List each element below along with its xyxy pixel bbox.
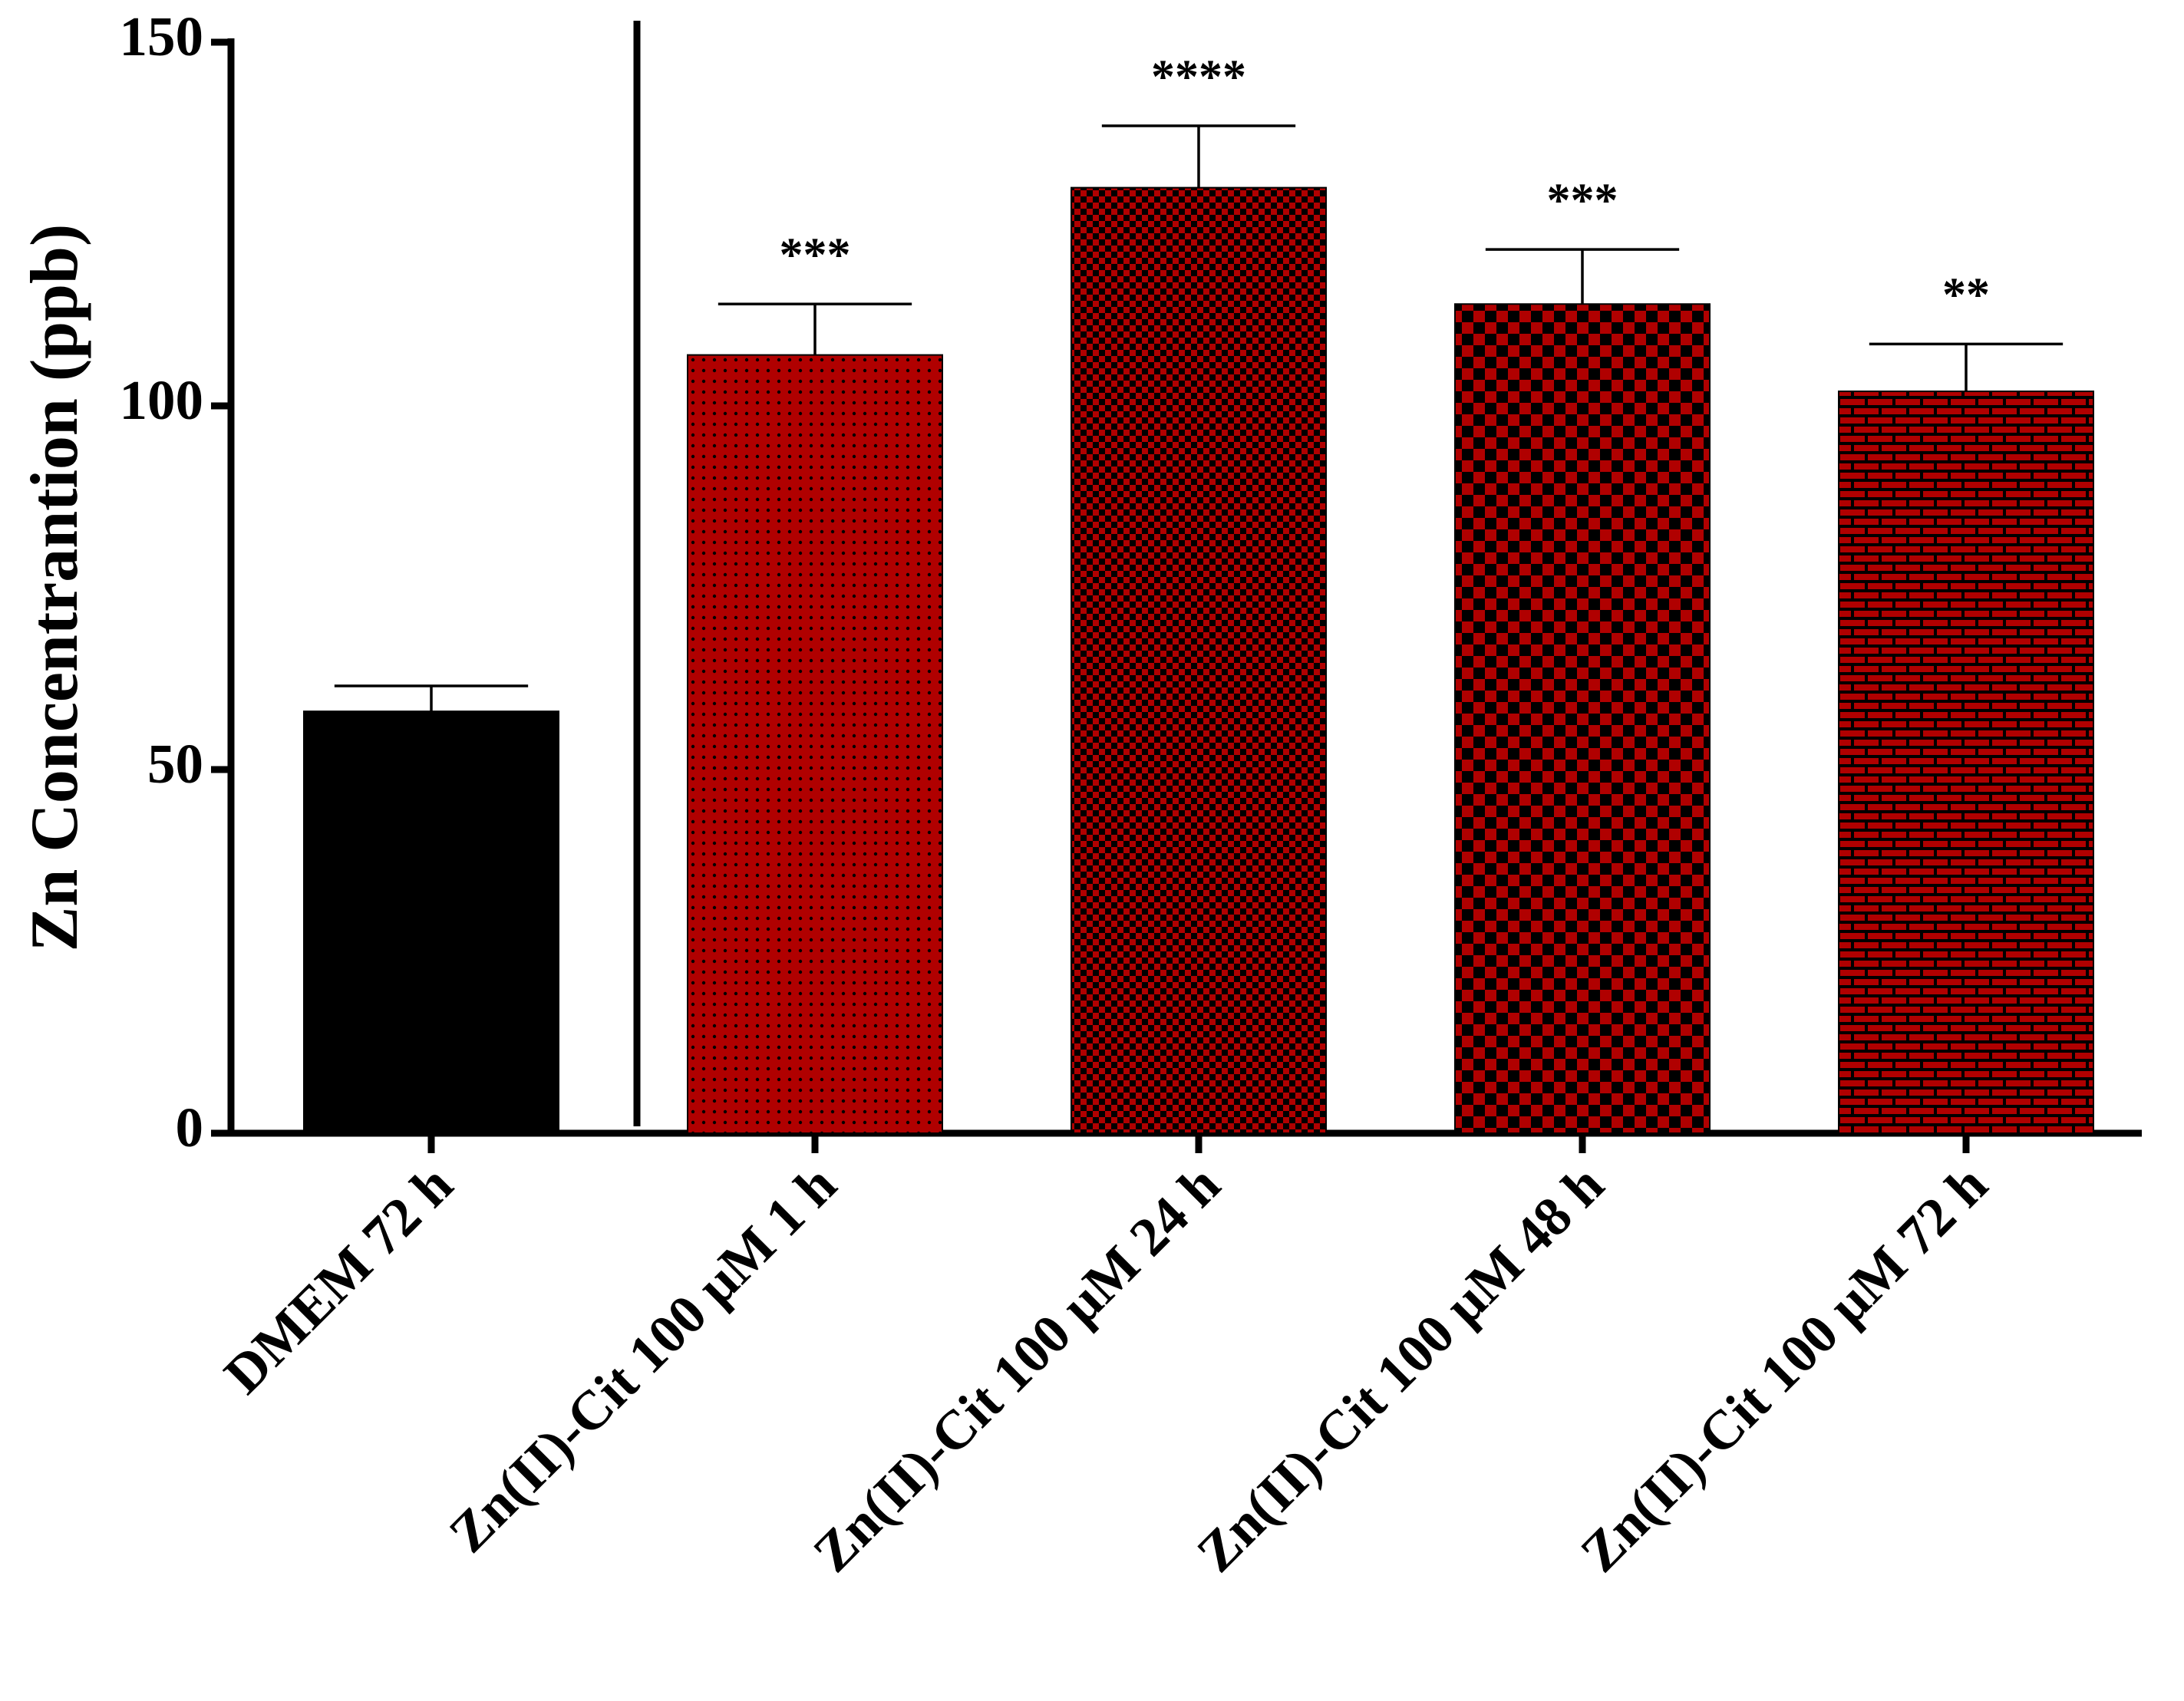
bar (1454, 303, 1711, 1134)
x-tick-label: Zn(II)-Cit 100 μM 48 h (1185, 1153, 1615, 1584)
x-tick-label: DMEM 72 h (213, 1153, 464, 1405)
x-tick-label: Zn(II)-Cit 100 μM 72 h (1569, 1153, 1999, 1584)
bar (303, 710, 559, 1134)
significance-label: *** (780, 229, 851, 282)
y-tick-label: 150 (120, 5, 204, 68)
x-tick-label: Zn(II)-Cit 100 μM 1 h (437, 1153, 848, 1564)
bar (687, 354, 943, 1134)
significance-label: **** (1151, 51, 1246, 103)
significance-label: *** (1547, 174, 1618, 226)
y-tick-label: 0 (176, 1096, 204, 1159)
x-tick-label: Zn(II)-Cit 100 μM 24 h (801, 1153, 1232, 1584)
bar (1071, 186, 1327, 1135)
significance-label: ** (1942, 269, 1990, 321)
y-tick-label: 100 (120, 369, 204, 431)
y-axis-title: Zn Concentrantion (ppb) (18, 224, 92, 952)
bar (1838, 391, 2094, 1135)
y-tick-label: 50 (147, 733, 203, 795)
